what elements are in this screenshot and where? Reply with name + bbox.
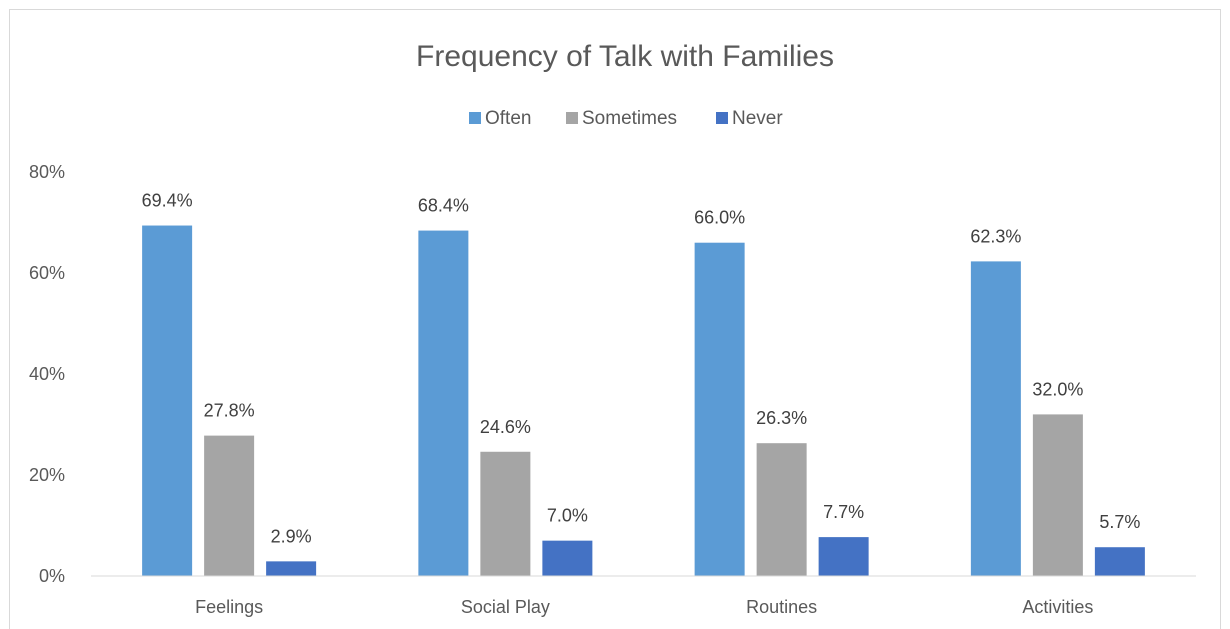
bar-never-feelings <box>266 561 317 576</box>
x-axis: Feelings Social Play Routines Activities <box>91 575 1196 617</box>
x-tick-label: Feelings <box>195 597 263 617</box>
data-label: 2.9% <box>271 526 312 546</box>
chart-title: Frequency of Talk with Families <box>416 40 834 73</box>
y-tick-label: 0% <box>39 566 65 586</box>
bar-often-activities <box>970 261 1021 576</box>
legend-label-never: Never <box>732 108 783 129</box>
bar-sometimes-feelings <box>204 435 255 576</box>
bar-often-feelings <box>142 225 193 576</box>
bars: 69.4% 27.8% 2.9% 68.4% 24.6% 7.0% 66.0% 26.3% 7.… <box>142 191 1145 576</box>
data-label: 5.7% <box>1099 512 1140 532</box>
bar-sometimes-activities <box>1032 414 1083 576</box>
bar-sometimes-routines <box>756 443 807 576</box>
bar-often-routines <box>694 242 745 576</box>
x-tick-label: Activities <box>1022 597 1093 617</box>
data-label: 26.3% <box>756 408 807 428</box>
y-tick-label: 80% <box>29 162 65 182</box>
bar-sometimes-social-play <box>480 451 531 576</box>
bar-never-social-play <box>542 540 593 576</box>
data-label: 7.7% <box>823 502 864 522</box>
y-tick-label: 40% <box>29 364 65 384</box>
data-label: 24.6% <box>480 417 531 437</box>
y-tick-label: 20% <box>29 465 65 485</box>
data-label: 69.4% <box>142 191 193 211</box>
data-label: 68.4% <box>418 196 469 216</box>
legend: Often Sometimes Never <box>469 108 783 129</box>
y-axis: 0% 20% 40% 60% 80% <box>29 162 65 586</box>
legend-swatch-sometimes <box>566 112 578 124</box>
legend-swatch-never <box>716 112 728 124</box>
data-label: 62.3% <box>970 226 1021 246</box>
y-tick-label: 60% <box>29 263 65 283</box>
data-label: 7.0% <box>547 506 588 526</box>
legend-label-often: Often <box>485 108 531 129</box>
bar-never-activities <box>1094 547 1145 576</box>
bar-often-social-play <box>418 230 469 576</box>
x-tick-label: Social Play <box>461 597 550 617</box>
data-label: 32.0% <box>1032 379 1083 399</box>
bar-never-routines <box>818 537 869 576</box>
x-tick-label: Routines <box>746 597 817 617</box>
legend-swatch-often <box>469 112 481 124</box>
legend-label-sometimes: Sometimes <box>582 108 677 129</box>
data-label: 66.0% <box>694 208 745 228</box>
data-label: 27.8% <box>204 401 255 421</box>
